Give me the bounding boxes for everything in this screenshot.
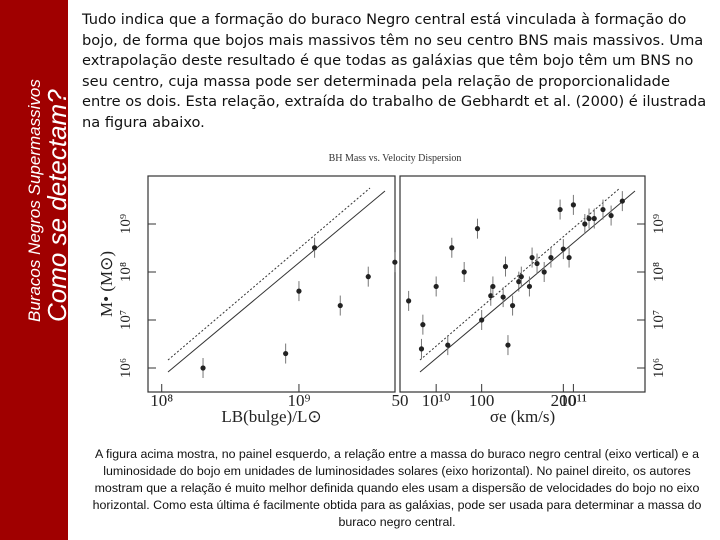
x-tick-label: 10⁹ (287, 391, 310, 410)
figure-title: BH Mass vs. Velocity Dispersion (329, 153, 462, 164)
data-point (461, 269, 467, 275)
data-point (311, 245, 318, 251)
panel-frame (399, 175, 646, 393)
x-tick-label: 10¹⁰ (422, 391, 451, 410)
data-point (200, 365, 206, 371)
figure: 10⁸ 10⁹ 10¹⁰ 10¹¹10⁶10⁷10⁸10⁹LB(bulge)/L⊙M•… (97, 175, 667, 426)
data-point (488, 293, 494, 299)
data-point (433, 283, 439, 290)
data-point (490, 283, 496, 290)
caption: A figura acima mostra, no painel esquerd… (92, 447, 702, 529)
paragraph: Tudo indica que a formação do buraco Neg… (82, 11, 707, 131)
data-point (500, 294, 506, 300)
data-point (534, 260, 540, 267)
data-point (541, 269, 547, 275)
y-axis-label: M• (M⊙) (97, 251, 116, 317)
sidebar-title: Como se detectam? (42, 89, 72, 322)
x-tick-label: 10¹¹ (560, 391, 587, 410)
data-point (548, 254, 554, 261)
sidebar-subtitle: Buracos Negros Supermassivos (25, 79, 44, 322)
data-point (526, 283, 533, 290)
y-tick-label: 10⁸ (118, 262, 134, 282)
data-point (283, 350, 289, 357)
data-point (566, 254, 572, 261)
x-tick-label: 200 (551, 391, 577, 410)
data-point (518, 274, 524, 280)
data-point (619, 198, 625, 204)
data-point (586, 215, 592, 222)
x-tick-label: 10⁸ (150, 391, 173, 410)
fit-line-dotted (419, 187, 621, 361)
fit-line (419, 190, 636, 373)
data-point (449, 245, 455, 251)
sidebar (0, 0, 68, 540)
data-point (296, 288, 302, 294)
data-point (582, 221, 588, 227)
fit-line-dotted (167, 187, 371, 361)
y-tick-label: 10⁸ (651, 262, 667, 282)
y-tick-label: 10⁷ (118, 310, 134, 330)
data-point (420, 322, 426, 328)
data-point (557, 206, 563, 213)
data-point (474, 226, 481, 232)
data-point (392, 259, 398, 265)
data-point (608, 212, 614, 219)
panel-frame (147, 175, 396, 393)
data-point (365, 274, 371, 280)
data-point (406, 298, 412, 304)
data-point (600, 206, 606, 213)
data-point (445, 342, 451, 348)
y-tick-label: 10⁹ (651, 214, 667, 234)
x-axis-label: σe (km/s) (490, 407, 555, 426)
fit-line (167, 190, 386, 373)
x-axis-label: LB(bulge)/L⊙ (221, 407, 321, 426)
data-point (509, 302, 516, 309)
x-tick-label: 100 (469, 391, 495, 410)
data-point (570, 202, 576, 208)
data-point (505, 342, 511, 348)
data-point (418, 346, 425, 352)
y-tick-label: 10⁶ (651, 358, 667, 378)
data-point (516, 279, 522, 285)
data-point (502, 263, 509, 270)
data-point (337, 302, 343, 309)
data-point (591, 215, 597, 222)
y-tick-label: 10⁷ (651, 310, 667, 330)
data-point (479, 317, 485, 323)
y-tick-label: 10⁹ (118, 214, 134, 234)
data-point (529, 254, 535, 261)
data-point (560, 246, 566, 252)
y-tick-label: 10⁶ (118, 358, 134, 378)
x-tick-label: 50 (392, 391, 409, 410)
